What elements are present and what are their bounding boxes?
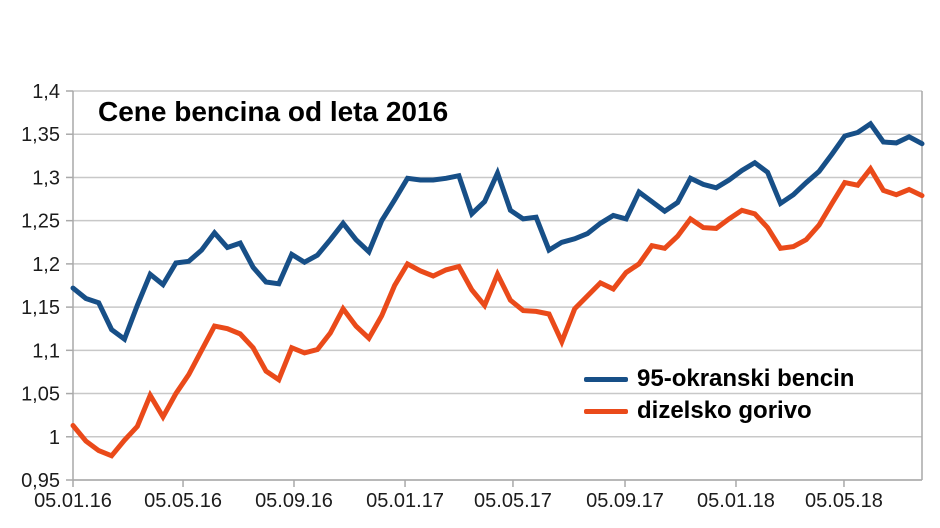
y-tick-label: 0,95 [21,470,60,492]
y-tick-label: 1 [49,427,60,449]
legend-item-petrol: 95-okranski bencin [584,363,854,395]
x-tick-label: 05.09.17 [586,490,664,512]
y-tick-label: 1,1 [32,340,60,362]
y-tick-label: 1,25 [21,211,60,233]
petrol-line-swatch [584,376,628,382]
chart-title: Cene bencina od leta 2016 [98,96,449,127]
y-tick-label: 1,3 [32,167,60,189]
diesel-line-swatch [584,408,628,414]
x-tick-label: 05.01.17 [366,490,444,512]
series-line-petrol [70,120,925,344]
x-tick-label: 05.01.16 [34,490,112,512]
x-tick-label: 05.05.16 [144,490,222,512]
x-tick-label: 05.01.18 [697,490,775,512]
y-tick-label: 1,15 [21,297,60,319]
y-tick-label: 1,35 [21,124,60,146]
y-tick-label: 1,4 [32,81,60,103]
x-tick-label: 05.09.16 [255,490,333,512]
x-tick-label: 05.05.18 [805,490,883,512]
series-line-diesel [70,164,925,459]
legend-label-diesel: dizelsko gorivo [637,397,812,424]
y-tick-label: 1,05 [21,384,60,406]
x-tick-label: 05.05.17 [474,490,552,512]
legend-item-diesel: dizelsko gorivo [584,395,854,427]
legend-label-petrol: 95-okranski bencin [637,365,855,392]
y-tick-label: 1,2 [32,254,60,276]
chart-legend: 95-okranski bencin dizelsko gorivo [584,363,854,427]
